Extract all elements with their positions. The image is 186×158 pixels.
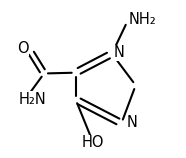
Text: NH₂: NH₂: [129, 12, 156, 27]
Text: N: N: [113, 46, 124, 60]
Text: H₂N: H₂N: [19, 92, 46, 107]
Text: O: O: [17, 41, 28, 56]
Text: N: N: [127, 115, 138, 130]
Text: HO: HO: [82, 136, 104, 150]
